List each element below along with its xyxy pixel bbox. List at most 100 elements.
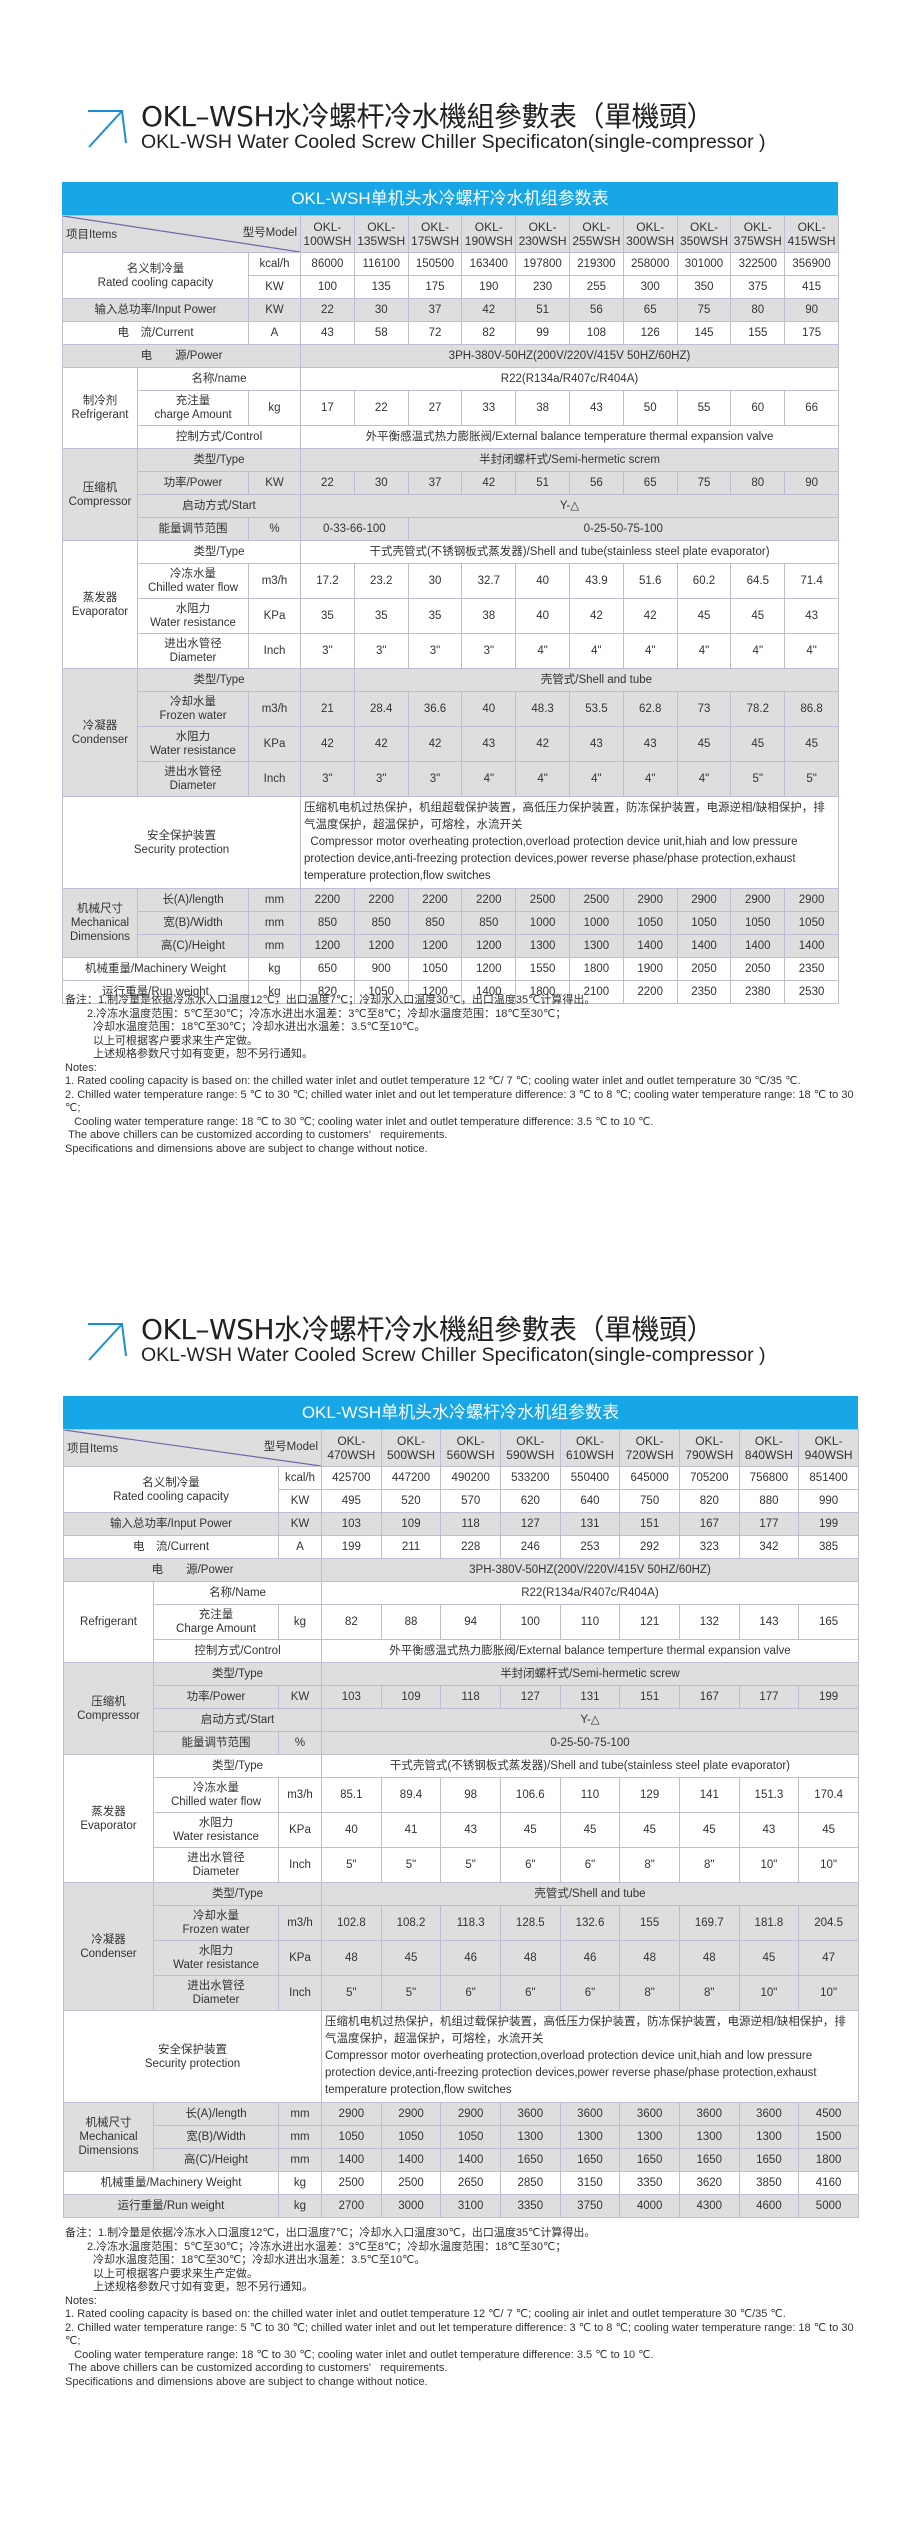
- row-label: 名义制冷量 Rated cooling capacity: [62, 252, 249, 299]
- value-cell: 73: [676, 691, 732, 727]
- value-cell: 1900: [622, 957, 678, 981]
- value-cell: 163400: [461, 252, 517, 276]
- table-row: 启动方式/Start Y-△: [63, 494, 839, 518]
- value-cell: 143: [738, 1604, 800, 1640]
- value-cell: 86000: [300, 252, 355, 276]
- value-cell: 103: [321, 1512, 382, 1536]
- value-cell: 300: [622, 275, 678, 299]
- value-cell: 53.5: [569, 691, 624, 727]
- value-cell: 415: [784, 275, 839, 299]
- unit-cell: kg: [247, 957, 302, 981]
- value-cell: 1300: [499, 2125, 561, 2149]
- value-cell: 197800: [515, 252, 570, 276]
- row-label: 安全保护装置 Security protection: [62, 2010, 323, 2103]
- value-cell: 4600: [738, 2194, 800, 2218]
- value-cell: 38: [515, 390, 570, 426]
- value-cell: 22: [353, 390, 409, 426]
- unit-cell: mm: [247, 934, 302, 958]
- value-cell: 255: [569, 275, 624, 299]
- model-header: OKL-255WSH: [569, 215, 624, 253]
- security-text-zh: 压缩机电机过热保护，机组超载保护装置，高低压力保护装置，防冻保护装置，电源逆相/…: [304, 802, 825, 831]
- note-line-zh: 上述规格参数尺寸如有变更，恕不另行通知。: [93, 1048, 313, 1060]
- row-label: 电 源/Power: [61, 344, 302, 368]
- note-line-en: Cooling water temperature range: 18 ℃ to…: [65, 2348, 654, 2361]
- unit-cell: KPa: [277, 1812, 323, 1848]
- value-cell: 3750: [559, 2194, 621, 2218]
- table-row: 进出水管径 Diameter Inch 3" 3" 3" 4" 4" 4" 4" 4" 5" 5": [63, 761, 839, 797]
- value-cell: 40: [515, 563, 570, 599]
- value-cell: 165: [798, 1604, 859, 1640]
- table-row: 蒸发器 Evaporator 类型/Type 干式壳管式(不锈钢板式蒸发器)/She…: [62, 540, 839, 669]
- value-cell: 6": [499, 1847, 561, 1883]
- value-cell: 1800: [798, 2148, 859, 2172]
- section-heading: OKL–WSH水冷螺杆冷水機組參數表（單機頭） OKL-WSH Water Coo…: [86, 1313, 846, 1374]
- value-cell: 98: [440, 1777, 501, 1813]
- value-cell: 108: [569, 321, 624, 345]
- value-cell: 8": [678, 1847, 740, 1883]
- value-cell: 199: [321, 1535, 382, 1559]
- value-cell: 1400: [784, 934, 839, 958]
- note-line-en: 2. Chilled water temperature range: 5 ℃ …: [65, 1088, 857, 1115]
- value-cell: 4": [676, 633, 732, 669]
- table-row: 水阻力 Water resistance KPa 40 41 43 45 45 45 45 43 4…: [64, 1812, 859, 1848]
- unit-cell: %: [277, 1731, 323, 1755]
- value-cell: 100: [300, 275, 355, 299]
- value-cell: 1300: [738, 2125, 800, 2149]
- value-cell: 1400: [461, 980, 517, 1004]
- value-cell: 48: [678, 1940, 740, 1976]
- row-label: 类型/Type: [152, 1662, 323, 1686]
- value-cell: 17.2: [300, 563, 355, 599]
- value-cell: 72: [407, 321, 463, 345]
- table-row: 高(C)/Height mm 1200 1200 1200 1200 1300 1300 140…: [63, 934, 839, 958]
- group-label: 冷凝器 Condenser: [62, 668, 138, 797]
- value-cell: 21: [300, 691, 355, 727]
- value-cell: 167: [678, 1685, 740, 1709]
- unit-cell: A: [247, 321, 302, 345]
- model-header: OKL-350WSH: [676, 215, 732, 253]
- value-cell: 3850: [738, 2171, 800, 2195]
- value-cell: 756800: [738, 1466, 800, 1490]
- value-cell: 1050: [622, 911, 678, 935]
- value-cell: 43: [569, 390, 624, 426]
- value-cell: 32.7: [461, 563, 517, 599]
- security-row: 安全保护装置 Security protection 压缩机电机过热保护，机组超载…: [61, 796, 839, 889]
- model-label: 型号Model: [242, 227, 298, 239]
- value-cell: 71.4: [784, 563, 839, 599]
- value-cell: 100: [499, 1604, 561, 1640]
- value-cell: 150500: [407, 252, 463, 276]
- value-cell: 65: [622, 471, 678, 495]
- items-label: 项目Items: [66, 229, 118, 241]
- value-cell: 75: [676, 298, 732, 322]
- header-row: 项目Items 型号Model OKL-100WSH OKL-135WSH OKL-17…: [61, 215, 839, 253]
- value-cell: 1650: [559, 2148, 621, 2172]
- value-cell: 155: [730, 321, 786, 345]
- value-cell: 5": [321, 1975, 382, 2011]
- value-cell: 37: [407, 471, 463, 495]
- note-line-zh: 2.冷冻水温度范围：5℃至30℃；冷冻水进出水温差：3℃至8℃；冷却水温度范围：…: [87, 2240, 567, 2253]
- value-cell: 342: [738, 1535, 800, 1559]
- unit-cell: kcal/h: [247, 252, 302, 276]
- diagonal-divider: [64, 1430, 321, 1466]
- value-cell: 169.7: [678, 1905, 740, 1941]
- value-cell: 45: [499, 1812, 561, 1848]
- unit-cell: KW: [247, 275, 302, 299]
- table-row: 宽(B)/Width mm 850 850 850 850 1000 1000 1050 1050…: [63, 911, 839, 935]
- value-cell: 82: [461, 321, 517, 345]
- row-label: 进出水管径 Diameter: [153, 1975, 279, 2011]
- table-row: 压缩机 Compressor 类型/Type 半封闭螺杆式/Semi-hermeti…: [62, 448, 839, 541]
- value-cell: 1200: [407, 980, 463, 1004]
- value-cell: 85.1: [321, 1777, 382, 1813]
- row-label: 高(C)/Height: [137, 934, 249, 958]
- value-cell: 42: [461, 298, 517, 322]
- value-cell: 43: [300, 321, 355, 345]
- value-cell: 2350: [784, 957, 839, 981]
- model-label: 型号Model: [263, 1441, 319, 1453]
- value-cell: 1050: [440, 2125, 501, 2149]
- table-row: 启动方式/Start Y-△: [64, 1708, 859, 1732]
- value-cell: 110: [559, 1604, 621, 1640]
- value-cell: 1050: [407, 957, 463, 981]
- value-cell: 45: [738, 1940, 800, 1976]
- row-label: 启动方式/Start: [152, 1708, 323, 1732]
- value-cell: 170.4: [798, 1777, 859, 1813]
- value-cell: 850: [353, 911, 409, 935]
